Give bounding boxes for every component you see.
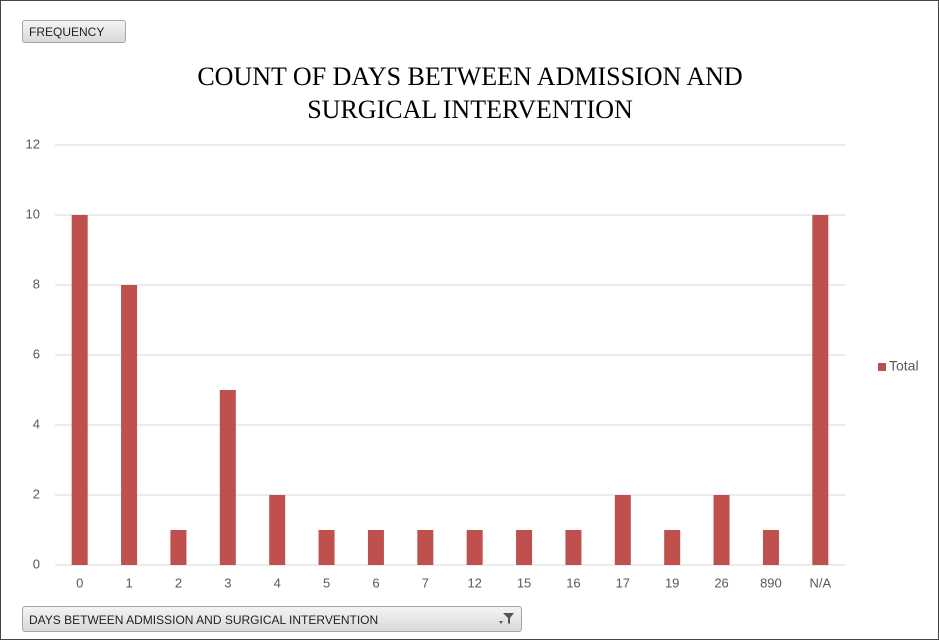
x-tick-label: 19	[665, 575, 679, 590]
bar	[664, 530, 681, 565]
y-tick-label: 10	[26, 206, 40, 221]
x-tick-label: 2	[175, 575, 182, 590]
x-tick-label: 17	[616, 575, 630, 590]
bar	[367, 530, 384, 565]
x-tick-label: 5	[323, 575, 330, 590]
value-field-button[interactable]: FREQUENCY	[22, 20, 126, 43]
axis-field-button[interactable]: DAYS BETWEEN ADMISSION AND SURGICAL INTE…	[22, 606, 522, 632]
y-tick-label: 2	[33, 486, 40, 501]
x-tick-label: 4	[274, 575, 281, 590]
bar	[762, 530, 779, 565]
bar	[565, 530, 582, 565]
filter-icon	[499, 613, 514, 624]
x-tick-label: 3	[224, 575, 231, 590]
legend-swatch	[878, 363, 886, 371]
x-tick-label: 0	[76, 575, 83, 590]
y-tick-label: 4	[33, 416, 40, 431]
bar	[269, 495, 286, 565]
x-tick-label: 6	[372, 575, 379, 590]
chart-title: COUNT OF DAYS BETWEEN ADMISSION AND SURG…	[197, 62, 743, 124]
x-tick-label: 12	[467, 575, 481, 590]
x-tick-label: 26	[714, 575, 728, 590]
x-tick-label: N/A	[809, 575, 831, 590]
bar	[170, 530, 187, 565]
bar	[318, 530, 335, 565]
x-tick-label: 16	[566, 575, 580, 590]
bar	[417, 530, 434, 565]
x-tick-label: 1	[125, 575, 132, 590]
bar	[812, 215, 829, 565]
bar	[121, 285, 138, 565]
bar	[713, 495, 730, 565]
bar	[466, 530, 483, 565]
axis-field-label: DAYS BETWEEN ADMISSION AND SURGICAL INTE…	[29, 613, 379, 627]
y-tick-label: 6	[33, 346, 40, 361]
legend-label: Total	[889, 358, 919, 374]
x-tick-label: 7	[422, 575, 429, 590]
y-tick-label: 0	[33, 556, 40, 571]
bar	[516, 530, 533, 565]
y-tick-label: 12	[26, 136, 40, 151]
bar	[614, 495, 631, 565]
x-tick-label: 15	[517, 575, 531, 590]
x-tick-label: 890	[760, 575, 782, 590]
y-tick-label: 8	[33, 276, 40, 291]
bar	[71, 215, 88, 565]
bar	[219, 390, 236, 565]
